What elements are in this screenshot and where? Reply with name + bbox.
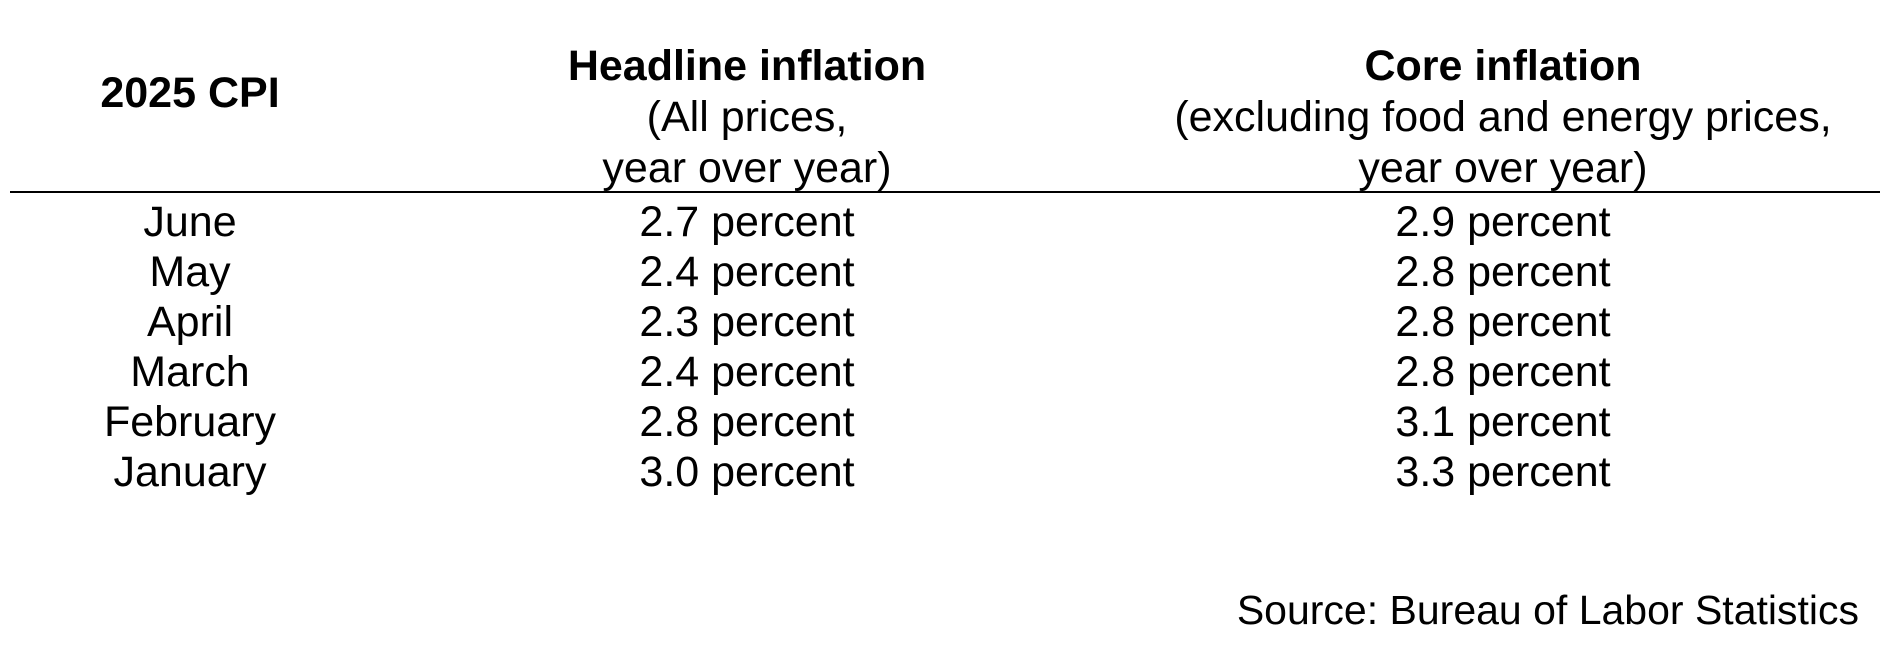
cell-month: June	[143, 198, 237, 246]
cell-month: January	[113, 448, 267, 496]
cell-headline: 2.8 percent	[639, 398, 855, 446]
cell-month: April	[146, 298, 234, 346]
cell-month: March	[130, 348, 250, 396]
header-core-inflation: Core inflation (excluding food and energ…	[1174, 41, 1831, 194]
header-core-subtitle-2: year over year)	[1358, 144, 1648, 192]
header-core-title: Core inflation	[1364, 42, 1642, 90]
headline-column: 2.7 percent 2.4 percent 2.3 percent 2.4 …	[639, 197, 854, 497]
header-divider	[10, 191, 1880, 193]
cell-headline: 3.0 percent	[639, 448, 855, 496]
header-core-subtitle-1: (excluding food and energy prices,	[1174, 93, 1832, 141]
cell-core: 3.1 percent	[1395, 398, 1611, 446]
cell-headline: 2.4 percent	[639, 248, 855, 296]
cell-month: February	[103, 398, 277, 446]
cell-headline: 2.3 percent	[639, 298, 855, 346]
cell-month: May	[149, 248, 231, 296]
month-column: June May April March February January	[104, 197, 276, 497]
header-headline-inflation: Headline inflation (All prices, year ove…	[568, 41, 926, 194]
source-note: Source: Bureau of Labor Statistics	[1236, 587, 1859, 633]
cell-headline: 2.4 percent	[639, 348, 855, 396]
cell-core: 2.8 percent	[1395, 348, 1611, 396]
cell-core: 2.9 percent	[1395, 198, 1611, 246]
header-headline-subtitle-1: (All prices,	[646, 93, 848, 141]
header-headline-subtitle-2: year over year)	[602, 144, 892, 192]
core-column: 2.9 percent 2.8 percent 2.8 percent 2.8 …	[1395, 197, 1610, 497]
cell-core: 3.3 percent	[1395, 448, 1611, 496]
header-headline-title: Headline inflation	[567, 42, 927, 90]
cell-core: 2.8 percent	[1395, 298, 1611, 346]
cell-headline: 2.7 percent	[639, 198, 855, 246]
header-2025-cpi: 2025 CPI	[100, 69, 280, 117]
cell-core: 2.8 percent	[1395, 248, 1611, 296]
